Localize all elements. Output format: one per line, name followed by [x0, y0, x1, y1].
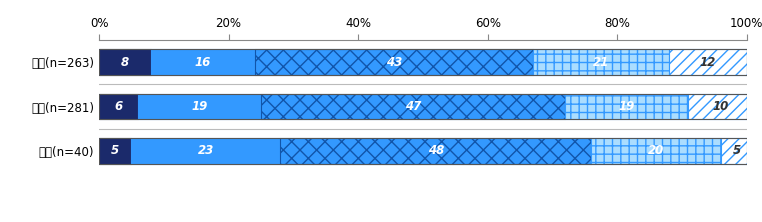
- Bar: [280, 138, 591, 164]
- Text: 16: 16: [194, 56, 211, 69]
- Bar: [669, 49, 747, 75]
- Bar: [99, 94, 138, 119]
- Text: 5: 5: [733, 145, 741, 157]
- Text: 23: 23: [198, 145, 214, 157]
- Text: 48: 48: [427, 145, 444, 157]
- Bar: [99, 49, 151, 75]
- Text: 43: 43: [386, 56, 402, 69]
- Bar: [255, 49, 533, 75]
- Bar: [261, 94, 565, 119]
- Bar: [721, 138, 753, 164]
- Bar: [689, 94, 753, 119]
- Bar: [565, 94, 689, 119]
- Bar: [138, 94, 261, 119]
- Legend: 裕福なほうだと思う, ←, どちらともいえない, →, 生活にとても困っている: 裕福なほうだと思う, ←, どちらともいえない, →, 生活にとても困っている: [271, 219, 575, 222]
- Text: 8: 8: [121, 56, 129, 69]
- Bar: [131, 138, 280, 164]
- Text: 20: 20: [648, 145, 664, 157]
- Text: 19: 19: [191, 100, 207, 113]
- Bar: [151, 49, 255, 75]
- Bar: [533, 49, 669, 75]
- Text: 6: 6: [114, 100, 123, 113]
- Text: 21: 21: [593, 56, 609, 69]
- Bar: [591, 138, 721, 164]
- Bar: [99, 94, 747, 119]
- Text: 19: 19: [619, 100, 635, 113]
- Bar: [99, 49, 747, 75]
- Text: 5: 5: [111, 145, 120, 157]
- Text: 12: 12: [700, 56, 716, 69]
- Text: 47: 47: [405, 100, 421, 113]
- Bar: [99, 138, 747, 164]
- Bar: [99, 138, 131, 164]
- Text: 10: 10: [712, 100, 729, 113]
